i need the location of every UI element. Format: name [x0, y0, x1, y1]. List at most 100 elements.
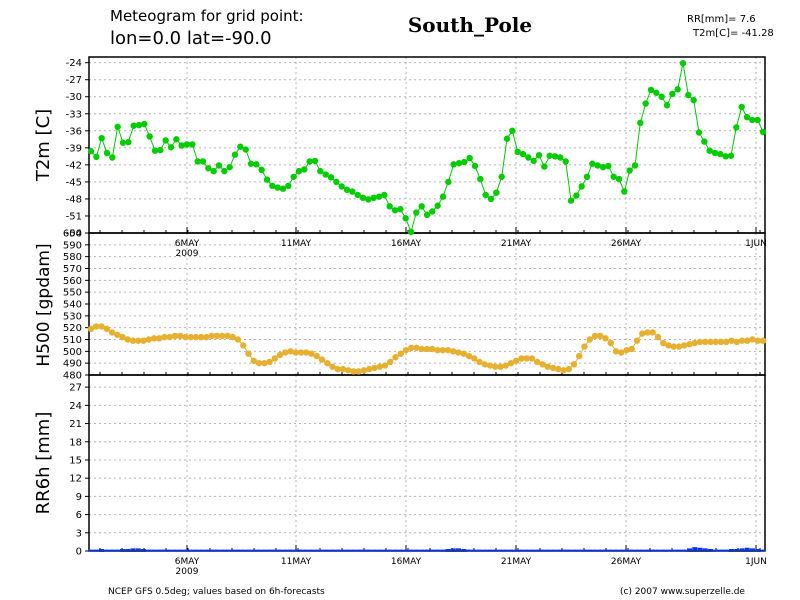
- t2m-data-point: [615, 175, 623, 183]
- t2m-data-point: [162, 137, 169, 144]
- h500-data-point: [418, 345, 425, 353]
- h500-data-point: [161, 333, 168, 341]
- t2m-data-point: [119, 139, 127, 146]
- h500-data-point: [392, 354, 399, 361]
- t2m-data-point: [471, 162, 479, 170]
- h500-y-tick-label: 490: [63, 359, 82, 370]
- h500-data-point: [413, 344, 420, 351]
- h500-data-point: [681, 342, 688, 349]
- rr6h-bar: [230, 549, 236, 552]
- t2m-data-point: [429, 208, 436, 215]
- h500-data-point: [702, 338, 709, 346]
- t2m-data-point: [599, 163, 607, 171]
- rr6h-bar: [324, 549, 330, 552]
- t2m-data-point: [226, 163, 233, 171]
- rr6h-bar: [309, 549, 314, 552]
- rr6h-bar: [109, 549, 115, 552]
- h500-data-point: [371, 364, 378, 372]
- h500-data-point: [439, 346, 446, 354]
- h500-data-point: [712, 338, 719, 346]
- t2m-data-point: [445, 178, 452, 186]
- t2m-data-point: [647, 86, 655, 94]
- h500-data-point: [560, 367, 567, 374]
- t2m-data-point: [690, 96, 697, 104]
- rr6h-bar: [624, 549, 629, 552]
- t2m-data-point: [477, 175, 484, 183]
- rr6h-bar: [372, 549, 377, 552]
- t2m-data-point: [189, 141, 196, 148]
- rr6h-y-tick-label: 12: [69, 474, 82, 485]
- t2m-data-point: [509, 127, 516, 135]
- rr6h-bar: [267, 549, 272, 552]
- h500-data-point: [429, 345, 436, 353]
- rr6h-bar: [702, 548, 708, 551]
- t2m-data-point: [290, 173, 297, 180]
- x-tick-label: 16MAY: [391, 557, 422, 567]
- h500-y-tick-label: 510: [63, 335, 82, 346]
- rr6h-y-tick-label: 27: [69, 383, 82, 394]
- rr6h-y-tick-label: 18: [69, 437, 82, 448]
- h500-data-point: [423, 345, 431, 353]
- h500-data-point: [397, 350, 404, 357]
- h500-data-point: [749, 336, 756, 343]
- grid-layer: [89, 57, 765, 551]
- h500-data-point: [460, 350, 467, 357]
- rr6h-bar: [387, 549, 393, 552]
- t2m-data-point: [242, 146, 249, 153]
- rr6h-bar: [214, 549, 220, 552]
- rr6h-bar: [487, 549, 493, 552]
- rr6h-bar: [93, 549, 99, 552]
- t2m-data-point: [557, 154, 564, 161]
- t2m-data-point: [727, 152, 735, 159]
- h500-data-point: [759, 337, 767, 344]
- t2m-data-point: [546, 152, 553, 159]
- h500-data-point: [723, 338, 730, 346]
- h500-data-point: [187, 333, 194, 341]
- h500-y-tick-label: 530: [63, 311, 82, 322]
- h500-data-point: [140, 337, 147, 344]
- rr6h-bar: [256, 549, 262, 552]
- rr6h-bar: [676, 549, 682, 552]
- rr6h-bar: [603, 549, 608, 552]
- h500-data-point: [93, 323, 100, 330]
- t2m-data-point: [311, 157, 319, 165]
- h500-data-point: [203, 333, 210, 341]
- t2m-data-point: [573, 192, 580, 199]
- h500-y-tick-label: 570: [63, 264, 82, 275]
- h500-data-point: [555, 365, 562, 373]
- rr6h-bar: [587, 549, 593, 552]
- t2m-data-point: [711, 149, 719, 157]
- h500-data-point: [670, 343, 677, 350]
- t2m-data-point: [370, 194, 377, 201]
- rr6h-bar: [398, 549, 404, 552]
- t2m-data-point: [285, 182, 292, 190]
- rr6h-bar: [99, 548, 104, 551]
- rr6h-bar: [351, 549, 356, 552]
- t2m-data-point: [493, 189, 500, 196]
- h500-data-point: [297, 349, 305, 356]
- rr6h-bar: [650, 549, 656, 552]
- rr6h-bar: [545, 549, 551, 552]
- rr6h-bar: [88, 549, 94, 552]
- t2m-data-point: [391, 207, 399, 214]
- t2m-data-point: [215, 162, 223, 169]
- t2m-data-point: [434, 202, 441, 209]
- t2m-data-point: [93, 153, 100, 161]
- h500-data-point: [539, 361, 546, 368]
- h500-data-point: [528, 355, 536, 362]
- rr6h-bar: [393, 549, 398, 552]
- rr6h-bar: [204, 549, 209, 552]
- rr6h-bar: [345, 549, 351, 552]
- rr6h-bar: [319, 549, 325, 552]
- t2m-data-point: [637, 119, 644, 127]
- rr6h-bar: [687, 548, 692, 551]
- rr6h-bar: [744, 547, 750, 551]
- rr6h-y-tick-label: 0: [76, 547, 82, 558]
- rr6h-bar: [498, 549, 503, 552]
- rr6h-bar: [634, 549, 640, 552]
- h500-data-point: [308, 350, 315, 357]
- t2m-data-point: [461, 158, 468, 166]
- t2m-data-point: [306, 158, 313, 165]
- t2m-data-point: [594, 162, 601, 169]
